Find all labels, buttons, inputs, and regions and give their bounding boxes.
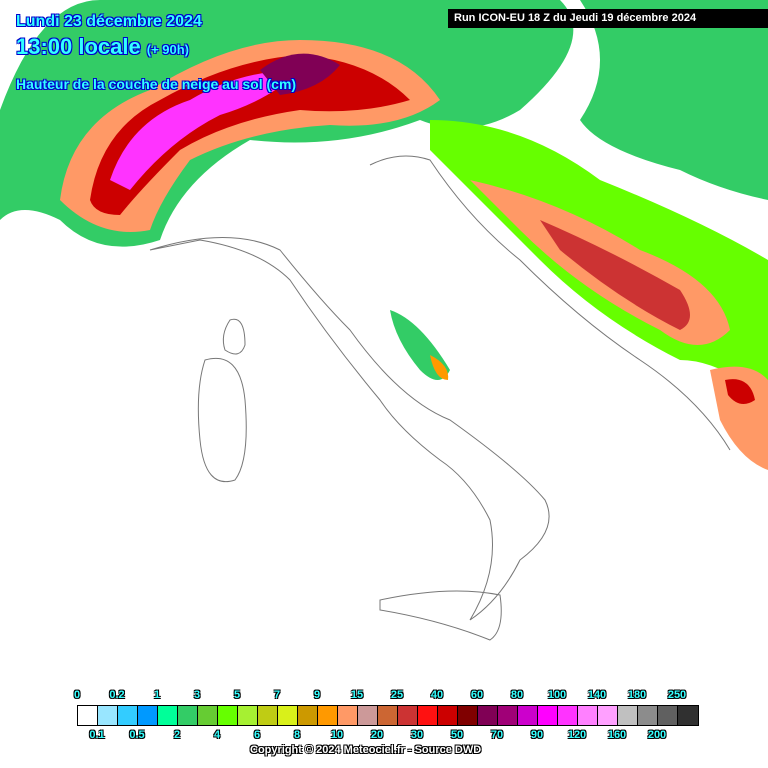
legend-swatch [378, 706, 398, 725]
legend-swatch [438, 706, 458, 725]
legend-swatch [118, 706, 138, 725]
forecast-time: 13:00 locale (+ 90h) [16, 34, 189, 60]
italy-coastline [149, 237, 550, 621]
legend-swatch [638, 706, 658, 725]
legend-swatch [498, 706, 518, 725]
color-legend [77, 705, 699, 726]
legend-swatch [578, 706, 598, 725]
legend-label: 60 [470, 689, 484, 701]
legend-label: 70 [490, 729, 504, 741]
variable-title: Hauteur de la couche de neige au sol (cm… [16, 76, 297, 92]
legend-label: 6 [253, 729, 261, 741]
legend-label: 0.1 [89, 729, 105, 741]
legend-label: 20 [370, 729, 384, 741]
legend-label: 120 [567, 729, 587, 741]
legend-swatch [258, 706, 278, 725]
forecast-date: Lundi 23 décembre 2024 [16, 13, 202, 30]
sardinia-coastline [197, 358, 247, 482]
greece-snow-core [725, 379, 755, 404]
legend-swatch [558, 706, 578, 725]
legend-swatch [398, 706, 418, 725]
legend-label: 80 [510, 689, 524, 701]
legend-label: 15 [350, 689, 364, 701]
legend-swatch [78, 706, 98, 725]
legend-swatch [458, 706, 478, 725]
legend-label: 4 [213, 729, 221, 741]
legend-label: 25 [390, 689, 404, 701]
legend-label: 180 [627, 689, 647, 701]
legend-swatch [178, 706, 198, 725]
balkans-snow-high [540, 220, 690, 330]
legend-label: 3 [193, 689, 201, 701]
legend-swatch [138, 706, 158, 725]
legend-swatch [658, 706, 678, 725]
corsica-coastline [222, 318, 246, 355]
legend-label: 1 [153, 689, 161, 701]
legend-label: 2 [173, 729, 181, 741]
local-time: 13:00 locale [16, 34, 141, 59]
legend-swatch [618, 706, 638, 725]
legend-swatch [678, 706, 698, 725]
legend-swatch [298, 706, 318, 725]
legend-label: 250 [667, 689, 687, 701]
legend-label: 9 [313, 689, 321, 701]
legend-label: 8 [293, 729, 301, 741]
alps-snow-high [90, 55, 410, 215]
legend-swatch [98, 706, 118, 725]
legend-swatch [538, 706, 558, 725]
lead-time: (+ 90h) [146, 42, 190, 57]
legend-swatch [318, 706, 338, 725]
legend-swatch [418, 706, 438, 725]
sicily-coastline [379, 590, 502, 641]
greece-snow [710, 366, 768, 470]
legend-swatch [278, 706, 298, 725]
legend-swatch [238, 706, 258, 725]
legend-label: 100 [547, 689, 567, 701]
ne-europe-snow [580, 0, 768, 200]
legend-label: 50 [450, 729, 464, 741]
legend-label: 5 [233, 689, 241, 701]
legend-label: 7 [273, 689, 281, 701]
legend-swatch [598, 706, 618, 725]
legend-label: 90 [530, 729, 544, 741]
alps-snow-peak-east [260, 53, 340, 95]
legend-swatch [218, 706, 238, 725]
legend-label: 140 [587, 689, 607, 701]
legend-label: 160 [607, 729, 627, 741]
legend-label: 30 [410, 729, 424, 741]
apennine-snow-core [430, 355, 449, 380]
legend-swatch [198, 706, 218, 725]
legend-label: 200 [647, 729, 667, 741]
legend-swatch [158, 706, 178, 725]
copyright: Copyright © 2024 Meteociel.fr - Source D… [250, 744, 482, 756]
legend-swatch [358, 706, 378, 725]
legend-label: 0.2 [109, 689, 125, 701]
adriatic-coastline [369, 155, 731, 451]
legend-swatch [518, 706, 538, 725]
legend-swatch [338, 706, 358, 725]
model-run-label: Run ICON-EU 18 Z du Jeudi 19 décembre 20… [448, 9, 768, 28]
legend-swatch [478, 706, 498, 725]
alps-snow-peak [110, 70, 300, 190]
legend-label: 0 [73, 689, 81, 701]
legend-label: 10 [330, 729, 344, 741]
legend-label: 0.5 [129, 729, 145, 741]
legend-label: 40 [430, 689, 444, 701]
